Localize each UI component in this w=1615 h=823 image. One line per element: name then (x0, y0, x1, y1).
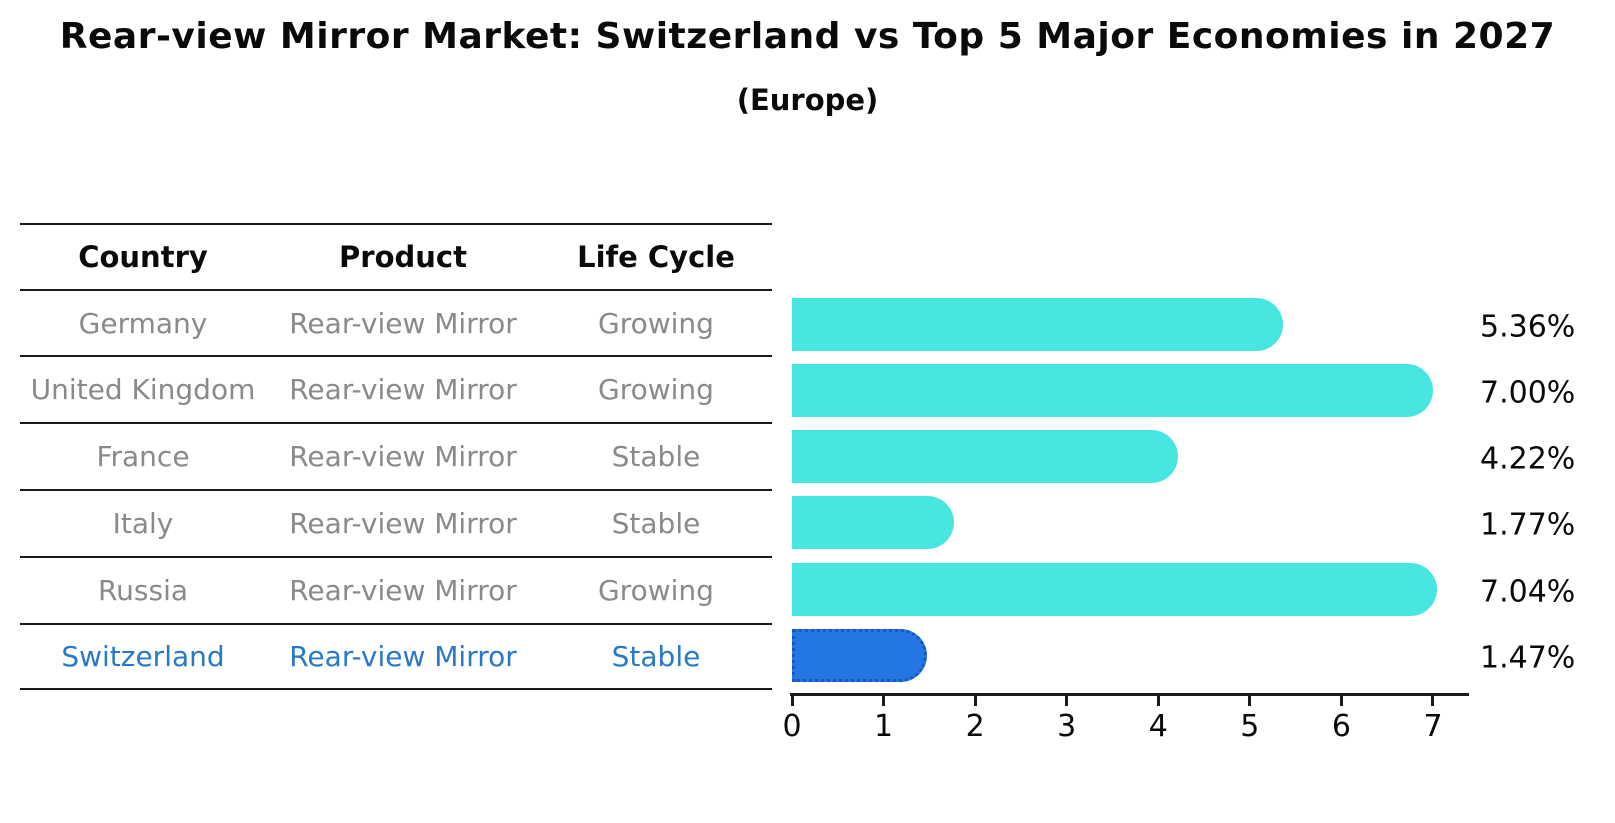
x-tick-7 (1431, 695, 1435, 706)
value-label-italy: 1.77% (1480, 507, 1576, 542)
product-cell: Rear-view Mirror (289, 306, 517, 340)
country-cell: Italy (112, 507, 174, 540)
country-cell: Germany (78, 306, 208, 340)
x-tick-0 (790, 695, 794, 706)
product-cell: Rear-view Mirror (289, 373, 517, 406)
bar-russia (792, 563, 1437, 616)
table-row-germany: Germany Rear-view Mirror Growing (20, 291, 772, 357)
x-tick-label-6: 6 (1331, 709, 1351, 744)
country-cell: France (96, 440, 190, 473)
x-tick-label-3: 3 (1057, 709, 1077, 744)
country-cell: Switzerland (61, 640, 225, 673)
table-body: Germany Rear-view Mirror Growing United Kin… (20, 291, 772, 690)
x-tick-3 (1065, 695, 1069, 706)
value-label-russia: 7.04% (1480, 574, 1576, 609)
column-header-lifecycle: Life Cycle (577, 240, 735, 274)
country-cell: United Kingdom (30, 373, 256, 406)
lifecycle-cell: Stable (611, 640, 701, 673)
lifecycle-cell: Stable (611, 507, 701, 540)
value-label-switzerland: 1.47% (1480, 640, 1576, 675)
x-tick-6 (1339, 695, 1343, 706)
x-tick-5 (1248, 695, 1252, 706)
x-tick-label-4: 4 (1148, 709, 1168, 744)
value-label-france: 4.22% (1480, 441, 1576, 476)
bar-italy (792, 496, 954, 549)
x-tick-label-2: 2 (965, 709, 985, 744)
product-cell: Rear-view Mirror (289, 440, 517, 473)
table-header-row: Country Product Life Cycle (20, 225, 772, 291)
table-row-switzerland: Switzerland Rear-view Mirror Stable (20, 625, 772, 690)
bar-germany (792, 298, 1283, 351)
chart-subtitle: (Europe) (736, 83, 879, 117)
x-axis-line (790, 693, 1469, 696)
x-tick-4 (1156, 695, 1160, 706)
lifecycle-cell: Growing (598, 373, 714, 406)
product-cell: Rear-view Mirror (289, 574, 517, 607)
table-row-italy: Italy Rear-view Mirror Stable (20, 491, 772, 558)
value-label-united-kingdom: 7.00% (1480, 375, 1576, 410)
product-cell: Rear-view Mirror (289, 640, 517, 673)
table-row-russia: Russia Rear-view Mirror Growing (20, 558, 772, 625)
bar-united-kingdom (792, 364, 1433, 417)
bar-france (792, 430, 1178, 483)
column-header-product: Product (339, 240, 467, 274)
table-row-france: France Rear-view Mirror Stable (20, 424, 772, 491)
bar-switzerland (792, 629, 927, 682)
lifecycle-cell: Stable (611, 440, 701, 473)
x-tick-2 (973, 695, 977, 706)
x-tick-label-1: 1 (874, 709, 894, 744)
chart-title: Rear-view Mirror Market: Switzerland vs … (59, 16, 1556, 57)
country-cell: Russia (97, 574, 189, 607)
table-row-united-kingdom: United Kingdom Rear-view Mirror Growing (20, 357, 772, 424)
x-tick-label-5: 5 (1240, 709, 1260, 744)
value-label-germany: 5.36% (1480, 309, 1576, 344)
x-tick-label-7: 7 (1423, 709, 1443, 744)
lifecycle-cell: Growing (598, 574, 714, 607)
country-table: Country Product Life Cycle Germany Rear-v… (20, 223, 772, 690)
column-header-country: Country (78, 240, 208, 274)
product-cell: Rear-view Mirror (289, 507, 517, 540)
x-tick-1 (882, 695, 886, 706)
lifecycle-cell: Growing (598, 306, 714, 340)
x-tick-label-0: 0 (782, 709, 802, 744)
